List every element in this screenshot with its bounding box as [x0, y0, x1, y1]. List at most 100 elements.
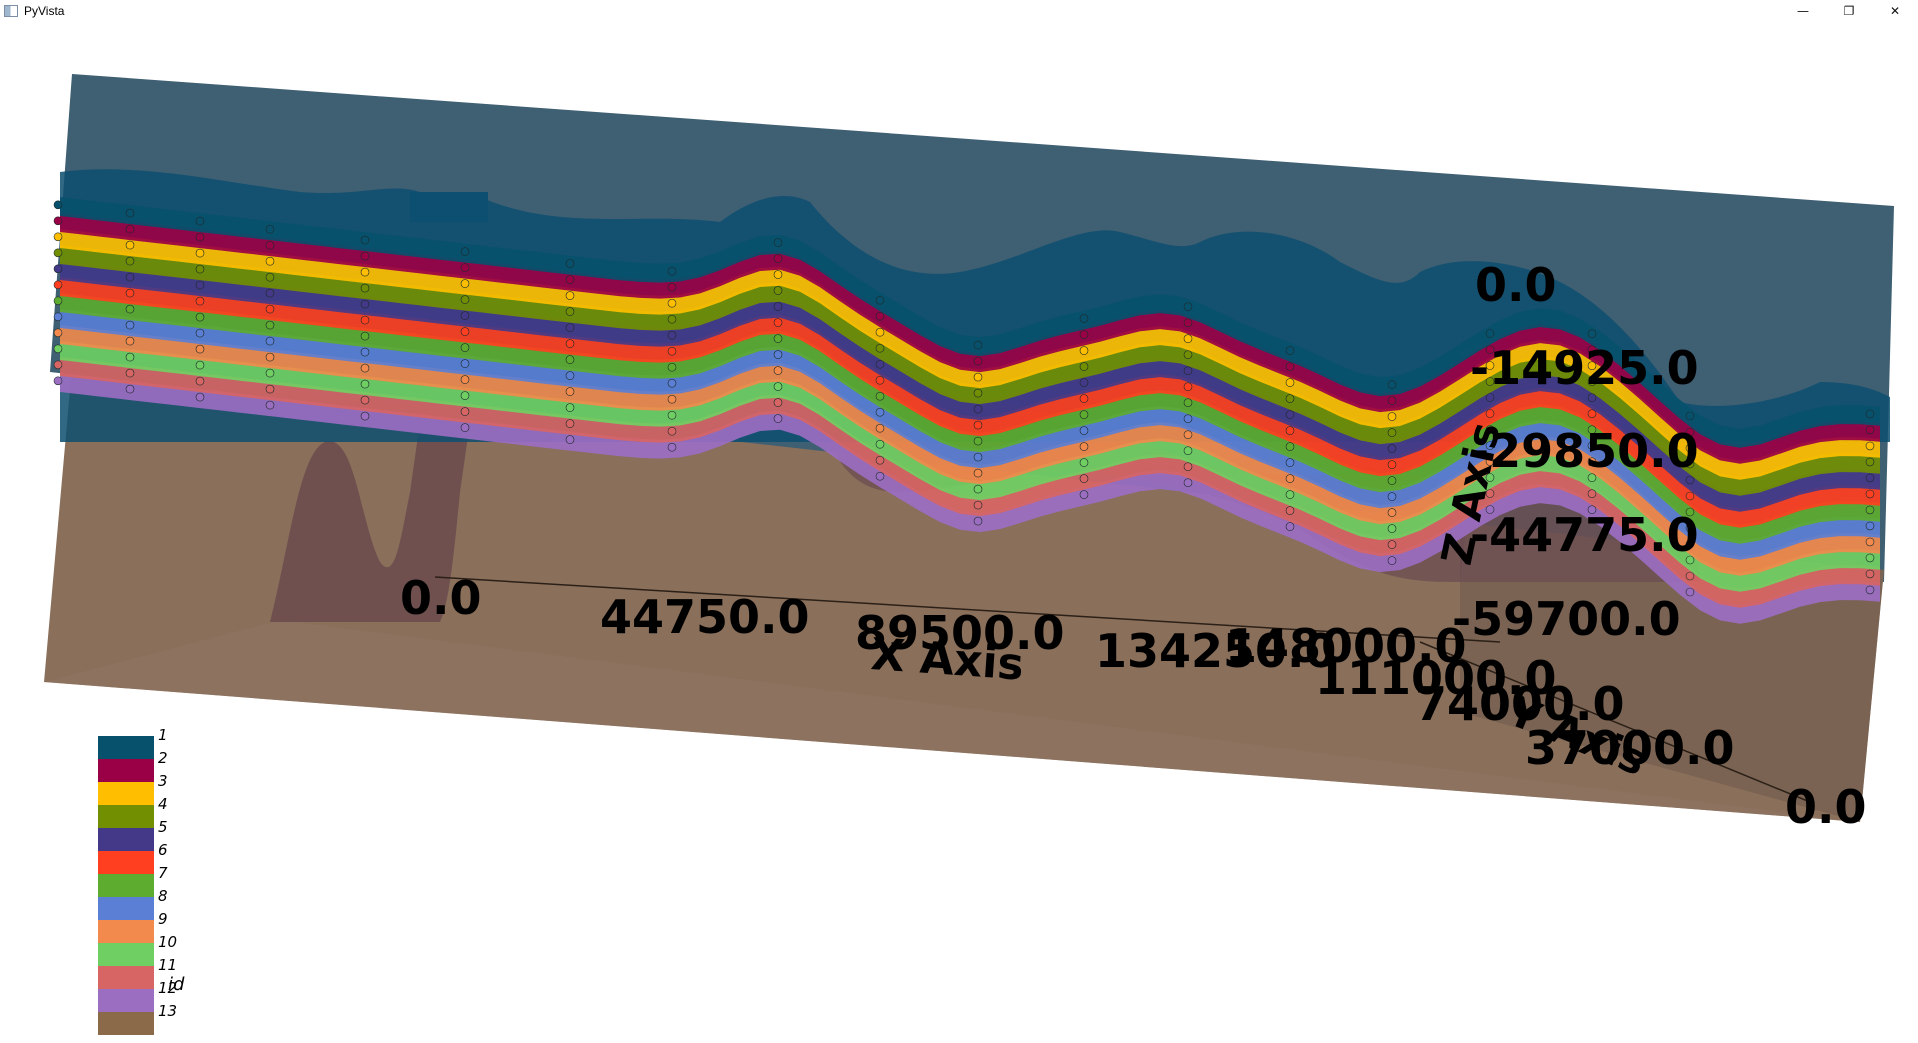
borehole-point — [1865, 473, 1875, 483]
borehole-point — [195, 264, 205, 274]
borehole-point — [460, 375, 470, 384]
borehole-point — [667, 282, 677, 292]
borehole-point — [1079, 474, 1089, 483]
z-tick-label: -44775.0 — [1470, 508, 1699, 562]
borehole-point — [1285, 506, 1295, 515]
borehole-point — [875, 375, 885, 385]
borehole-point — [973, 356, 983, 366]
x-axis-line — [434, 576, 1501, 643]
layer-band — [60, 309, 1880, 560]
legend-label: 11 — [158, 956, 177, 974]
z-tick-label: 0.0 — [1475, 258, 1557, 312]
borehole-point — [125, 368, 135, 378]
borehole-point — [195, 392, 205, 402]
borehole-point — [1387, 396, 1397, 405]
borehole-point — [1079, 330, 1089, 339]
window-titlebar: PyVista — ❐ ✕ — [0, 0, 1918, 22]
x-tick-label: 44750.0 — [600, 590, 810, 644]
y-tick-label: 37000.0 — [1525, 721, 1735, 775]
borehole-point — [973, 388, 983, 398]
borehole-point — [1079, 426, 1089, 435]
borehole-point — [53, 248, 63, 258]
3d-scene[interactable]: 0.0 44750.0 89500.0 X Axis 134250.0 1480… — [0, 22, 1918, 1039]
borehole-point — [773, 350, 783, 359]
borehole-point — [973, 484, 983, 494]
legend-label: 3 — [158, 772, 168, 790]
legend-swatch — [98, 989, 154, 1012]
borehole-point — [1865, 489, 1875, 499]
borehole-point — [1387, 444, 1397, 453]
borehole-point — [973, 436, 983, 446]
borehole-point — [1587, 329, 1597, 339]
borehole-point — [1285, 442, 1295, 451]
borehole-point — [1079, 394, 1089, 403]
borehole-point — [1685, 571, 1695, 581]
borehole-point — [1183, 430, 1193, 440]
borehole-point — [1079, 378, 1089, 387]
borehole-point — [667, 266, 677, 276]
borehole-point — [667, 362, 677, 372]
borehole-point — [973, 468, 983, 478]
borehole-point — [875, 295, 885, 305]
layer-band — [60, 197, 1880, 448]
borehole-point — [195, 344, 205, 354]
z-tick-label: -29850.0 — [1470, 424, 1699, 478]
borehole-point — [125, 272, 135, 282]
borehole-point — [667, 330, 677, 340]
x-tick-label: 134250.0 — [1095, 624, 1337, 678]
layer-band — [60, 357, 1880, 608]
borehole-point — [125, 256, 135, 266]
x-tick-label: 89500.0 — [855, 606, 1065, 660]
borehole-point — [1485, 361, 1495, 370]
borehole-point — [1387, 428, 1397, 437]
borehole-point — [360, 347, 370, 357]
render-viewport[interactable]: 0.0 44750.0 89500.0 X Axis 134250.0 1480… — [0, 22, 1918, 1039]
layer-band — [60, 229, 1880, 480]
borehole-point — [195, 248, 205, 258]
borehole-point — [1285, 474, 1295, 483]
layer-band — [60, 293, 1880, 544]
y-axis-line — [1419, 641, 1811, 803]
borehole-point — [667, 426, 677, 436]
borehole-point — [360, 283, 370, 293]
borehole-point — [667, 410, 677, 420]
legend-label: 13 — [158, 1002, 177, 1020]
borehole-point — [667, 394, 677, 404]
borehole-point — [1183, 382, 1193, 392]
layer-band — [60, 213, 1880, 464]
borehole-point — [773, 366, 783, 375]
borehole-point — [973, 500, 983, 510]
borehole-point — [1485, 329, 1495, 338]
borehole-point — [1183, 462, 1193, 472]
borehole-point — [1685, 443, 1695, 453]
restore-button[interactable]: ❐ — [1843, 4, 1855, 18]
borehole-point — [875, 471, 885, 481]
minimize-button[interactable]: — — [1797, 4, 1809, 18]
legend-swatch — [98, 874, 154, 897]
borehole-point — [1587, 377, 1597, 387]
borehole-point — [460, 359, 470, 368]
borehole-point — [53, 376, 63, 386]
borehole-point — [875, 455, 885, 465]
borehole-point — [565, 307, 575, 316]
borehole-point — [1183, 334, 1193, 344]
borehole-point — [667, 442, 677, 452]
borehole-point — [1865, 441, 1875, 451]
borehole-point — [1485, 345, 1495, 354]
borehole-point — [1685, 523, 1695, 533]
borehole-point — [360, 235, 370, 245]
borehole-point — [125, 304, 135, 314]
close-button[interactable]: ✕ — [1889, 4, 1901, 18]
borehole-point — [360, 395, 370, 405]
borehole-point — [460, 263, 470, 272]
borehole-point — [360, 363, 370, 373]
borehole-point — [1587, 505, 1597, 515]
borehole-point — [1387, 460, 1397, 469]
borehole-point — [1485, 425, 1495, 434]
borehole-point — [53, 296, 63, 306]
borehole-point — [1079, 346, 1089, 355]
borehole-point — [875, 391, 885, 401]
borehole-point — [1587, 473, 1597, 483]
borehole-point — [1285, 378, 1295, 387]
borehole-point — [195, 312, 205, 322]
